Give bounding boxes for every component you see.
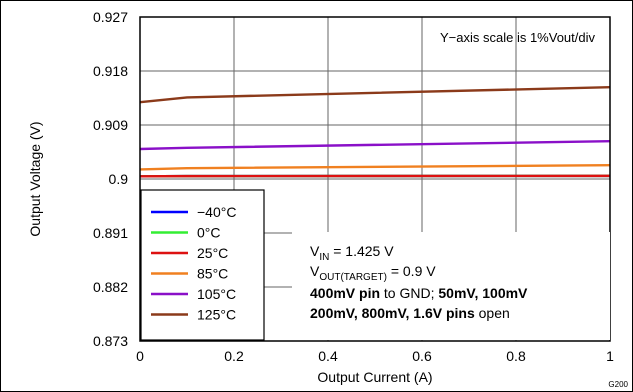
line4-normal: open xyxy=(475,305,510,321)
y-tick-label: 0.891 xyxy=(93,225,128,241)
y-tick-label: 0.918 xyxy=(93,63,128,79)
legend-items: −40°C 0°C 25°C 85°C 105°C 125°C xyxy=(151,204,236,323)
annotation-line3: 400mV pin to GND; 50mV, 100mV xyxy=(310,285,528,301)
vout-value: = 0.9 V xyxy=(387,263,436,279)
vin-sub: IN xyxy=(319,252,329,263)
plot-border xyxy=(139,16,611,342)
conditions-annotation: VIN = 1.425 V VOUT(TARGET) = 0.9 V 400mV… xyxy=(292,232,610,340)
y-tick-label: 0.873 xyxy=(93,333,128,349)
tick-labels: 0 0.2 0.4 0.6 0.8 1 0.873 0.882 0.891 0.9 0.909 0.9… xyxy=(93,9,614,364)
annotation-vin: VIN = 1.425 V xyxy=(310,243,394,263)
y-tick-label: 0.927 xyxy=(93,9,128,25)
line3-normal: to GND; xyxy=(380,285,438,301)
line4-bold: 200mV, 800mV, 1.6V pins xyxy=(310,305,475,321)
x-tick-label: 1 xyxy=(606,348,614,364)
annotation-box xyxy=(292,232,610,340)
series-line-4 xyxy=(139,140,611,151)
vin-prefix: V xyxy=(310,243,320,259)
series-lines xyxy=(139,86,611,178)
line3-bold2: 50mV, 100mV xyxy=(438,285,528,301)
series-line-5 xyxy=(139,86,611,104)
vout-prefix: V xyxy=(310,263,320,279)
legend-label: 125°C xyxy=(197,307,236,323)
x-tick-label: 0.2 xyxy=(224,348,244,364)
figure-id: G200 xyxy=(608,380,628,389)
x-tick-label: 0 xyxy=(136,348,144,364)
legend-label: 105°C xyxy=(197,286,236,302)
line3-bold1: 400mV pin xyxy=(310,285,380,301)
annotation-vout: VOUT(TARGET) = 0.9 V xyxy=(310,263,436,283)
y-tick-label: 0.9 xyxy=(109,171,129,187)
vin-value: = 1.425 V xyxy=(329,243,394,259)
vout-sub: OUT(TARGET) xyxy=(319,272,387,283)
y-tick-label: 0.909 xyxy=(93,117,128,133)
annotation-line4: 200mV, 800mV, 1.6V pins open xyxy=(310,305,510,321)
x-tick-label: 0.6 xyxy=(412,348,432,364)
series-line-3 xyxy=(139,164,611,171)
y-tick-label: 0.882 xyxy=(93,279,128,295)
x-tick-label: 0.4 xyxy=(318,348,338,364)
y-axis-label: Output Voltage (V) xyxy=(27,121,43,236)
legend: −40°C 0°C 25°C 85°C 105°C 125°C xyxy=(140,189,265,341)
legend-label: −40°C xyxy=(197,204,236,220)
legend-label: 0°C xyxy=(197,225,221,241)
legend-label: 25°C xyxy=(197,245,228,261)
scale-note: Y−axis scale is 1%Vout/div xyxy=(440,30,595,45)
legend-label: 85°C xyxy=(197,266,228,282)
x-tick-label: 0.8 xyxy=(506,348,526,364)
x-axis-label: Output Current (A) xyxy=(317,369,432,385)
